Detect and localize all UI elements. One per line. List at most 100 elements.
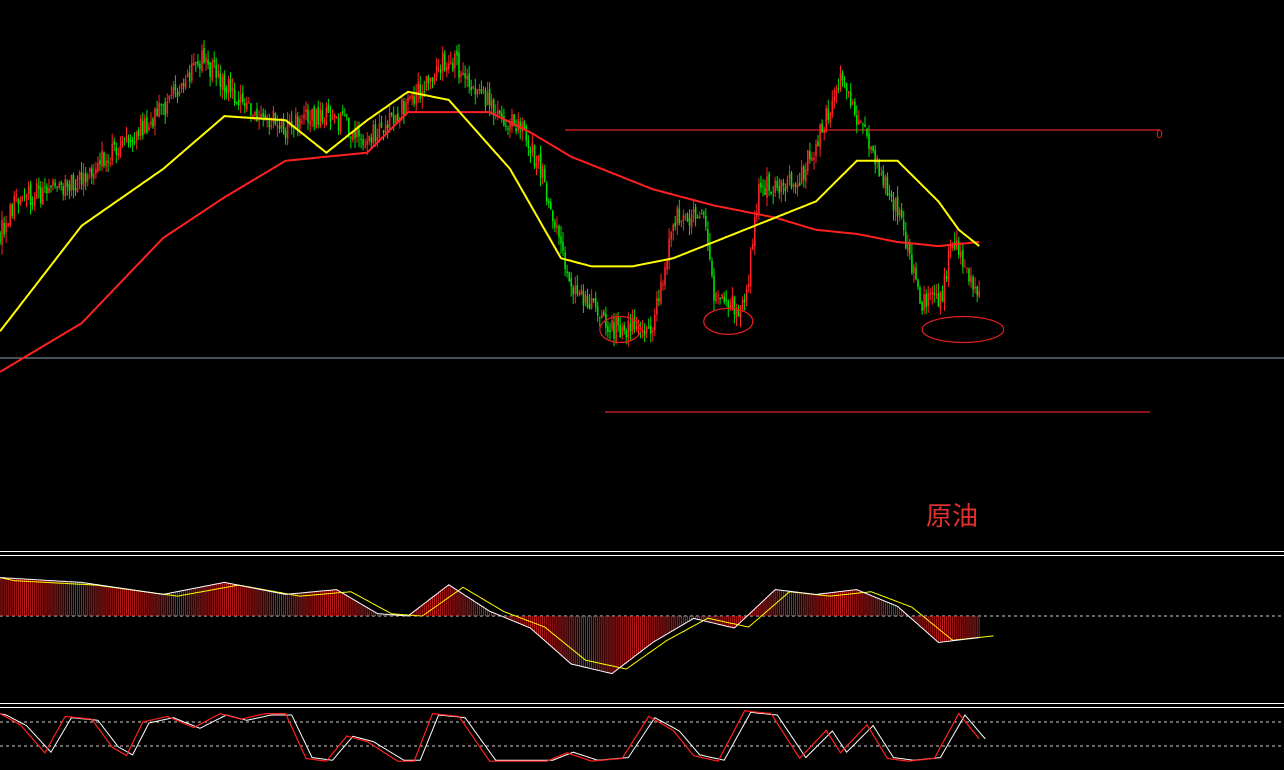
candle <box>492 98 495 126</box>
candle <box>758 178 760 221</box>
candle <box>578 290 581 297</box>
candle <box>613 313 615 347</box>
candle-body <box>456 50 458 56</box>
candle-body <box>835 90 838 94</box>
candle-body <box>152 118 154 128</box>
candle <box>584 290 587 307</box>
candle <box>244 98 246 114</box>
candle-body <box>309 120 311 125</box>
candle-body <box>307 109 309 123</box>
candle-body <box>805 169 807 182</box>
candle <box>943 267 946 311</box>
candle-body <box>127 138 130 144</box>
candle-body <box>674 222 676 227</box>
candle-body <box>949 245 952 249</box>
candle <box>221 73 224 99</box>
candle <box>454 50 456 79</box>
candle <box>262 108 264 127</box>
candle-body <box>913 265 915 274</box>
candle <box>937 283 940 308</box>
candle-body <box>160 104 162 106</box>
candle-body <box>31 202 34 205</box>
candle-body <box>74 188 77 191</box>
candle-body <box>539 152 542 178</box>
candle <box>696 214 699 219</box>
candle <box>552 209 554 229</box>
candle-body <box>637 328 640 330</box>
candle <box>44 178 46 193</box>
candle <box>350 136 352 149</box>
candle <box>733 295 736 324</box>
candle <box>925 289 927 315</box>
candle <box>166 93 169 118</box>
candle <box>199 60 201 77</box>
candle-body <box>356 128 358 138</box>
candle-body <box>643 331 646 337</box>
candle-body <box>305 109 307 112</box>
candle-body <box>617 317 619 326</box>
candle <box>17 197 20 214</box>
candle <box>760 175 762 193</box>
candle-body <box>395 114 397 123</box>
candle <box>176 87 179 103</box>
candle-body <box>815 143 817 156</box>
candle <box>397 106 399 124</box>
candle <box>815 139 817 164</box>
candle-body <box>780 180 783 192</box>
candle <box>229 72 232 99</box>
candle <box>40 181 42 208</box>
candle-body <box>242 93 244 102</box>
candle <box>5 215 7 243</box>
highlight-ellipse <box>921 315 1005 344</box>
candle <box>38 177 40 199</box>
candle <box>684 213 687 221</box>
candle-body <box>727 300 730 309</box>
candle <box>239 84 242 113</box>
candle <box>258 110 260 130</box>
candle-body <box>562 241 564 252</box>
candle <box>590 289 593 310</box>
candle <box>609 322 611 340</box>
candle-body <box>403 101 405 115</box>
candle <box>9 202 11 228</box>
candle <box>819 123 821 157</box>
candle-body <box>335 116 338 118</box>
candle-body <box>907 242 909 251</box>
candle-body <box>384 124 387 133</box>
candle-body <box>1 219 3 245</box>
candle-body <box>133 141 136 144</box>
candle-body <box>109 162 111 165</box>
candle <box>282 113 285 136</box>
candle-body <box>476 89 479 95</box>
candle <box>872 145 874 154</box>
candle-body <box>933 293 936 295</box>
candle <box>721 293 723 300</box>
candle-body <box>550 202 552 210</box>
candle <box>105 153 107 172</box>
candle-body <box>825 107 827 133</box>
candle-body <box>95 169 97 174</box>
candle-body <box>494 112 497 114</box>
candle-body <box>180 83 183 90</box>
candle-body <box>568 272 570 282</box>
candle <box>545 181 548 206</box>
candles <box>0 40 980 347</box>
candle <box>692 200 695 223</box>
candle-body <box>925 293 927 307</box>
candle <box>333 113 336 124</box>
candle <box>741 296 744 313</box>
candle-body <box>807 150 809 171</box>
candle <box>570 272 572 297</box>
candle-body <box>286 122 289 140</box>
candle <box>623 321 625 335</box>
candle-body <box>972 277 974 290</box>
candle-body <box>260 114 262 119</box>
candle-body <box>758 184 760 215</box>
candle-body <box>533 145 536 167</box>
candle-body <box>201 50 203 72</box>
candle-body <box>874 149 876 165</box>
candle <box>211 58 213 83</box>
candle-body <box>129 140 132 142</box>
candle <box>286 111 289 146</box>
candle-body <box>435 66 438 77</box>
